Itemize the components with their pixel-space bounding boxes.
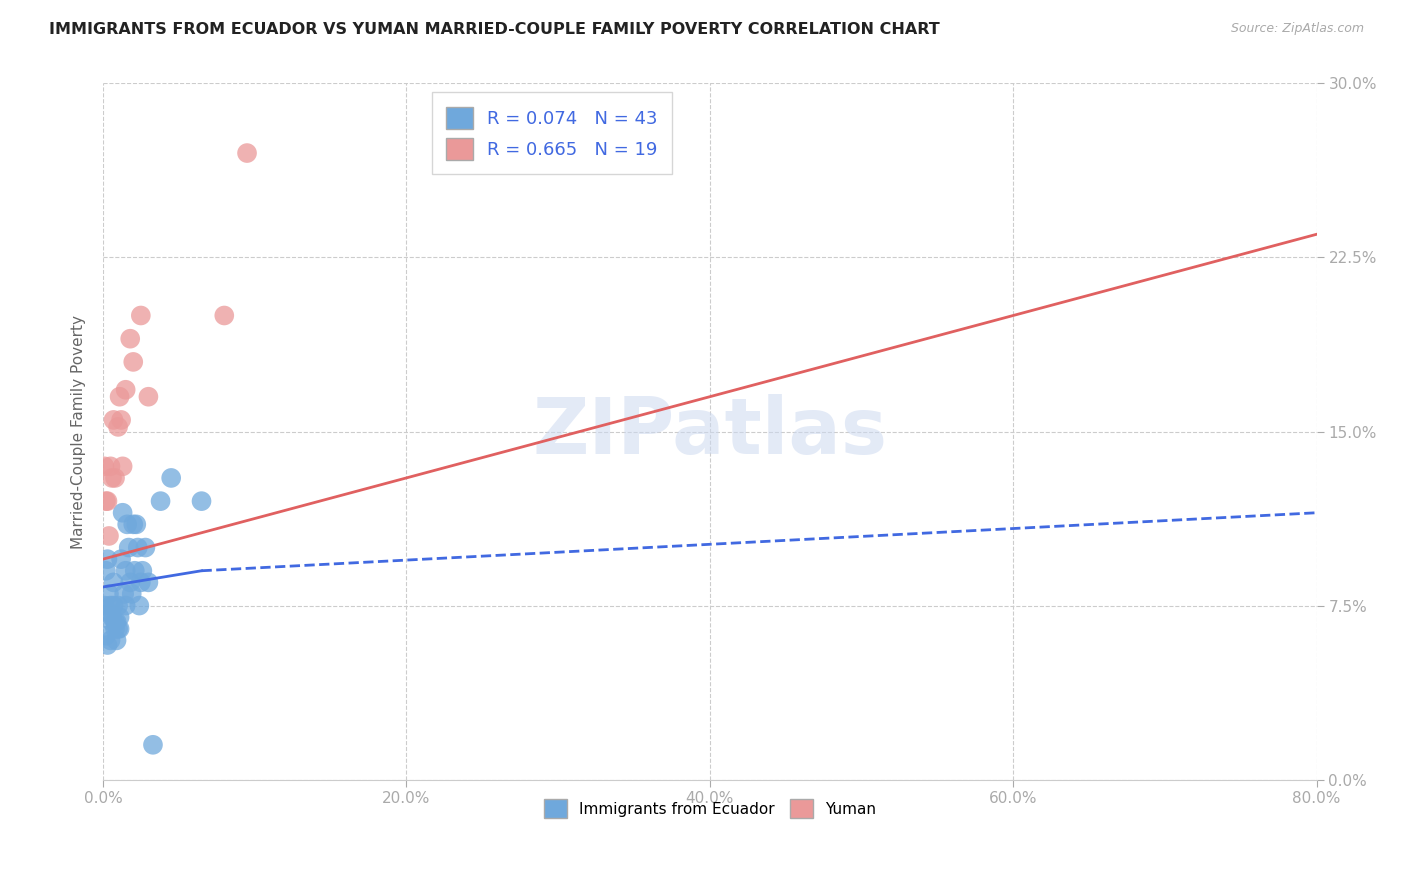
Point	[121, 587, 143, 601]
Point	[138, 390, 160, 404]
Point	[190, 494, 212, 508]
Point	[104, 622, 127, 636]
Point	[96, 638, 118, 652]
Point	[127, 541, 149, 555]
Point	[110, 413, 132, 427]
Point	[107, 599, 129, 613]
Point	[108, 610, 131, 624]
Point	[100, 633, 122, 648]
Point	[110, 552, 132, 566]
Point	[149, 494, 172, 508]
Point	[134, 541, 156, 555]
Point	[105, 615, 128, 629]
Point	[103, 575, 125, 590]
Point	[120, 332, 142, 346]
Point	[114, 564, 136, 578]
Point	[100, 599, 122, 613]
Point	[105, 633, 128, 648]
Text: Source: ZipAtlas.com: Source: ZipAtlas.com	[1230, 22, 1364, 36]
Text: IMMIGRANTS FROM ECUADOR VS YUMAN MARRIED-COUPLE FAMILY POVERTY CORRELATION CHART: IMMIGRANTS FROM ECUADOR VS YUMAN MARRIED…	[49, 22, 941, 37]
Text: ZIPatlas: ZIPatlas	[533, 393, 887, 469]
Point	[104, 471, 127, 485]
Point	[108, 390, 131, 404]
Point	[115, 517, 138, 532]
Point	[138, 575, 160, 590]
Point	[160, 471, 183, 485]
Point	[112, 587, 135, 601]
Point	[101, 615, 124, 629]
Point	[125, 517, 148, 532]
Point	[94, 629, 117, 643]
Point	[236, 146, 259, 161]
Point	[124, 564, 146, 578]
Point	[100, 459, 122, 474]
Point	[103, 599, 125, 613]
Legend: Immigrants from Ecuador, Yuman: Immigrants from Ecuador, Yuman	[537, 793, 882, 824]
Point	[103, 413, 125, 427]
Point	[142, 738, 165, 752]
Point	[93, 459, 115, 474]
Point	[104, 615, 127, 629]
Point	[114, 599, 136, 613]
Point	[128, 599, 150, 613]
Point	[129, 309, 152, 323]
Point	[96, 552, 118, 566]
Point	[114, 383, 136, 397]
Point	[111, 506, 134, 520]
Point	[98, 606, 121, 620]
Point	[108, 622, 131, 636]
Point	[98, 529, 121, 543]
Point	[93, 599, 115, 613]
Y-axis label: Married-Couple Family Poverty: Married-Couple Family Poverty	[72, 315, 86, 549]
Point	[129, 575, 152, 590]
Point	[122, 355, 145, 369]
Point	[131, 564, 153, 578]
Point	[94, 564, 117, 578]
Point	[122, 517, 145, 532]
Point	[118, 541, 141, 555]
Point	[98, 587, 121, 601]
Point	[96, 494, 118, 508]
Point	[107, 420, 129, 434]
Point	[101, 471, 124, 485]
Point	[101, 610, 124, 624]
Point	[111, 459, 134, 474]
Point	[94, 494, 117, 508]
Point	[107, 622, 129, 636]
Point	[120, 575, 142, 590]
Point	[214, 309, 236, 323]
